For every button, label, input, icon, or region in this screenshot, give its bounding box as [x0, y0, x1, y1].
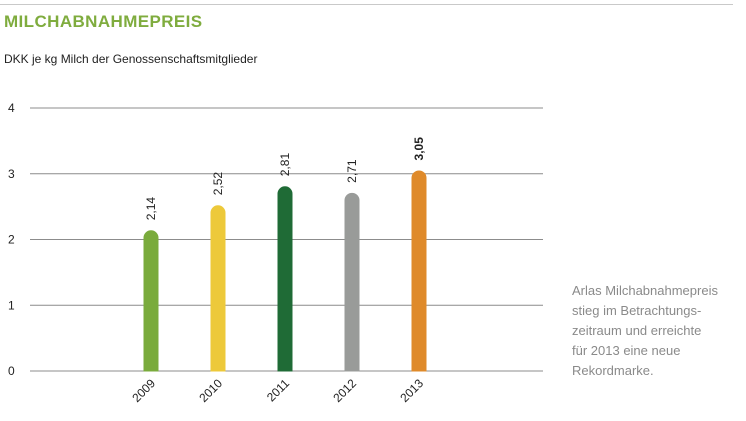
- x-tick-label-2013: 2013: [397, 376, 426, 405]
- side-note-line-1: Arlas Milchabnahmepreis: [572, 283, 718, 298]
- side-note-line-5: Rekordmarke.: [572, 363, 654, 378]
- bar-2013: [411, 170, 427, 372]
- bar-2009: [143, 230, 159, 372]
- y-tick-label-3: 3: [8, 167, 15, 181]
- bar-base-2010: [210, 363, 226, 372]
- bar-base-2011: [277, 363, 293, 372]
- bar-base-2009: [143, 363, 159, 372]
- y-tick-label-1: 1: [8, 298, 15, 312]
- bar-base-2013: [411, 363, 427, 372]
- side-note: Arlas Milchabnahmepreis stieg im Betrach…: [572, 281, 732, 381]
- side-note-line-4: für 2013 eine neue: [572, 343, 681, 358]
- value-label-2013: 3,05: [412, 137, 426, 161]
- value-label-2011: 2,81: [278, 153, 292, 177]
- side-note-line-3: zeitraum und erreichte: [572, 323, 702, 338]
- value-label-2012: 2,71: [345, 159, 359, 183]
- x-tick-label-2012: 2012: [330, 376, 359, 405]
- value-label-2010: 2,52: [211, 172, 225, 196]
- top-rule: [0, 4, 733, 5]
- bar-base-2012: [344, 363, 360, 372]
- chart-subtitle: DKK je kg Milch der Genossenschaftsmitgl…: [4, 52, 258, 66]
- y-tick-label-0: 0: [8, 364, 15, 378]
- side-note-line-2: stieg im Betrachtungs-: [572, 303, 702, 318]
- x-tick-label-2010: 2010: [196, 376, 225, 405]
- value-label-2009: 2,14: [144, 197, 158, 221]
- y-tick-label-4: 4: [8, 101, 15, 115]
- bar-2010: [210, 205, 226, 372]
- y-tick-label-2: 2: [8, 233, 15, 247]
- x-tick-label-2009: 2009: [129, 376, 158, 405]
- x-tick-label-2011: 2011: [264, 376, 292, 404]
- chart-title: MILCHABNAHMEPREIS: [4, 12, 203, 31]
- bar-2011: [277, 186, 293, 372]
- bar-layer: [143, 170, 427, 372]
- bar-2012: [344, 192, 360, 372]
